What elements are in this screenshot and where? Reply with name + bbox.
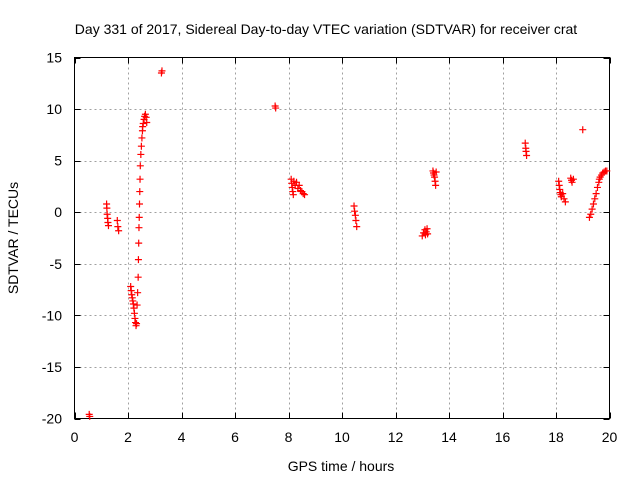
data-point: [301, 191, 309, 199]
data-point: [353, 223, 361, 231]
y-tick-label: 0: [54, 204, 62, 220]
data-points: [85, 67, 611, 420]
data-point: [603, 167, 611, 175]
y-tick-label: 15: [46, 50, 62, 66]
data-point: [272, 104, 280, 112]
x-tick-label: 6: [231, 429, 239, 445]
data-point: [569, 175, 577, 183]
data-point: [299, 190, 307, 198]
data-point: [115, 227, 123, 235]
data-point: [139, 120, 147, 128]
data-point: [134, 256, 142, 264]
data-point: [137, 142, 145, 150]
data-point: [134, 273, 142, 281]
data-point: [587, 210, 595, 218]
data-point: [589, 200, 597, 208]
data-point: [136, 200, 144, 208]
data-point: [432, 168, 440, 176]
data-point: [424, 230, 432, 238]
data-point: [592, 190, 600, 198]
x-tick-label: 8: [285, 429, 293, 445]
data-point: [585, 213, 593, 221]
x-tick-label: 20: [602, 429, 618, 445]
y-axis-label: SDTVAR / TECUs: [5, 182, 21, 294]
x-axis-label: GPS time / hours: [288, 458, 395, 474]
grid-layer: [74, 57, 610, 419]
data-point: [351, 207, 359, 215]
x-tick-label: 0: [71, 429, 79, 445]
data-point: [134, 289, 142, 297]
y-tick-label: 5: [54, 153, 62, 169]
data-point: [103, 204, 111, 212]
y-tick-label: 10: [46, 101, 62, 117]
data-point: [560, 195, 568, 203]
data-point: [136, 188, 144, 196]
y-tick-label: -5: [50, 256, 63, 272]
x-tick-label: 10: [334, 429, 350, 445]
data-point: [137, 150, 145, 158]
x-tick-label: 18: [548, 429, 564, 445]
x-tick-label: 12: [388, 429, 404, 445]
data-point: [104, 222, 112, 230]
data-point: [141, 110, 149, 118]
data-point: [135, 239, 143, 247]
data-point: [559, 190, 567, 198]
data-point: [588, 205, 596, 213]
data-point: [418, 232, 426, 240]
data-point: [135, 224, 143, 232]
y-tick-label: -10: [42, 307, 62, 323]
y-tick-label: -20: [42, 411, 62, 427]
chart-title: Day 331 of 2017, Sidereal Day-to-day VTE…: [75, 21, 577, 37]
y-tick-label: -15: [42, 359, 62, 375]
data-point: [135, 213, 143, 221]
data-point: [86, 412, 94, 420]
x-tick-label: 16: [495, 429, 511, 445]
data-point: [579, 126, 587, 134]
data-point: [143, 118, 151, 126]
data-point: [289, 191, 297, 199]
ticks-layer: [74, 57, 611, 420]
data-point: [113, 216, 121, 224]
x-tick-label: 14: [441, 429, 457, 445]
data-point: [133, 320, 141, 328]
data-point: [114, 223, 122, 231]
data-point: [523, 151, 531, 159]
data-point: [568, 178, 576, 186]
x-tick-label: 4: [178, 429, 186, 445]
data-point: [136, 162, 144, 170]
data-point: [561, 198, 569, 206]
data-point: [352, 216, 360, 224]
data-point: [591, 195, 599, 203]
data-point: [593, 183, 601, 191]
data-point: [432, 181, 440, 189]
tick-labels: 0 2 4 6 8 10 12 14 16 18 20 -20 -15 -10 -5 0 5 10 15: [42, 50, 618, 446]
data-point: [138, 134, 146, 142]
data-point: [133, 301, 141, 309]
data-point: [158, 67, 166, 75]
data-point: [295, 181, 303, 189]
x-tick-label: 2: [124, 429, 132, 445]
plot-frame: [74, 57, 610, 419]
data-point: [136, 175, 144, 183]
